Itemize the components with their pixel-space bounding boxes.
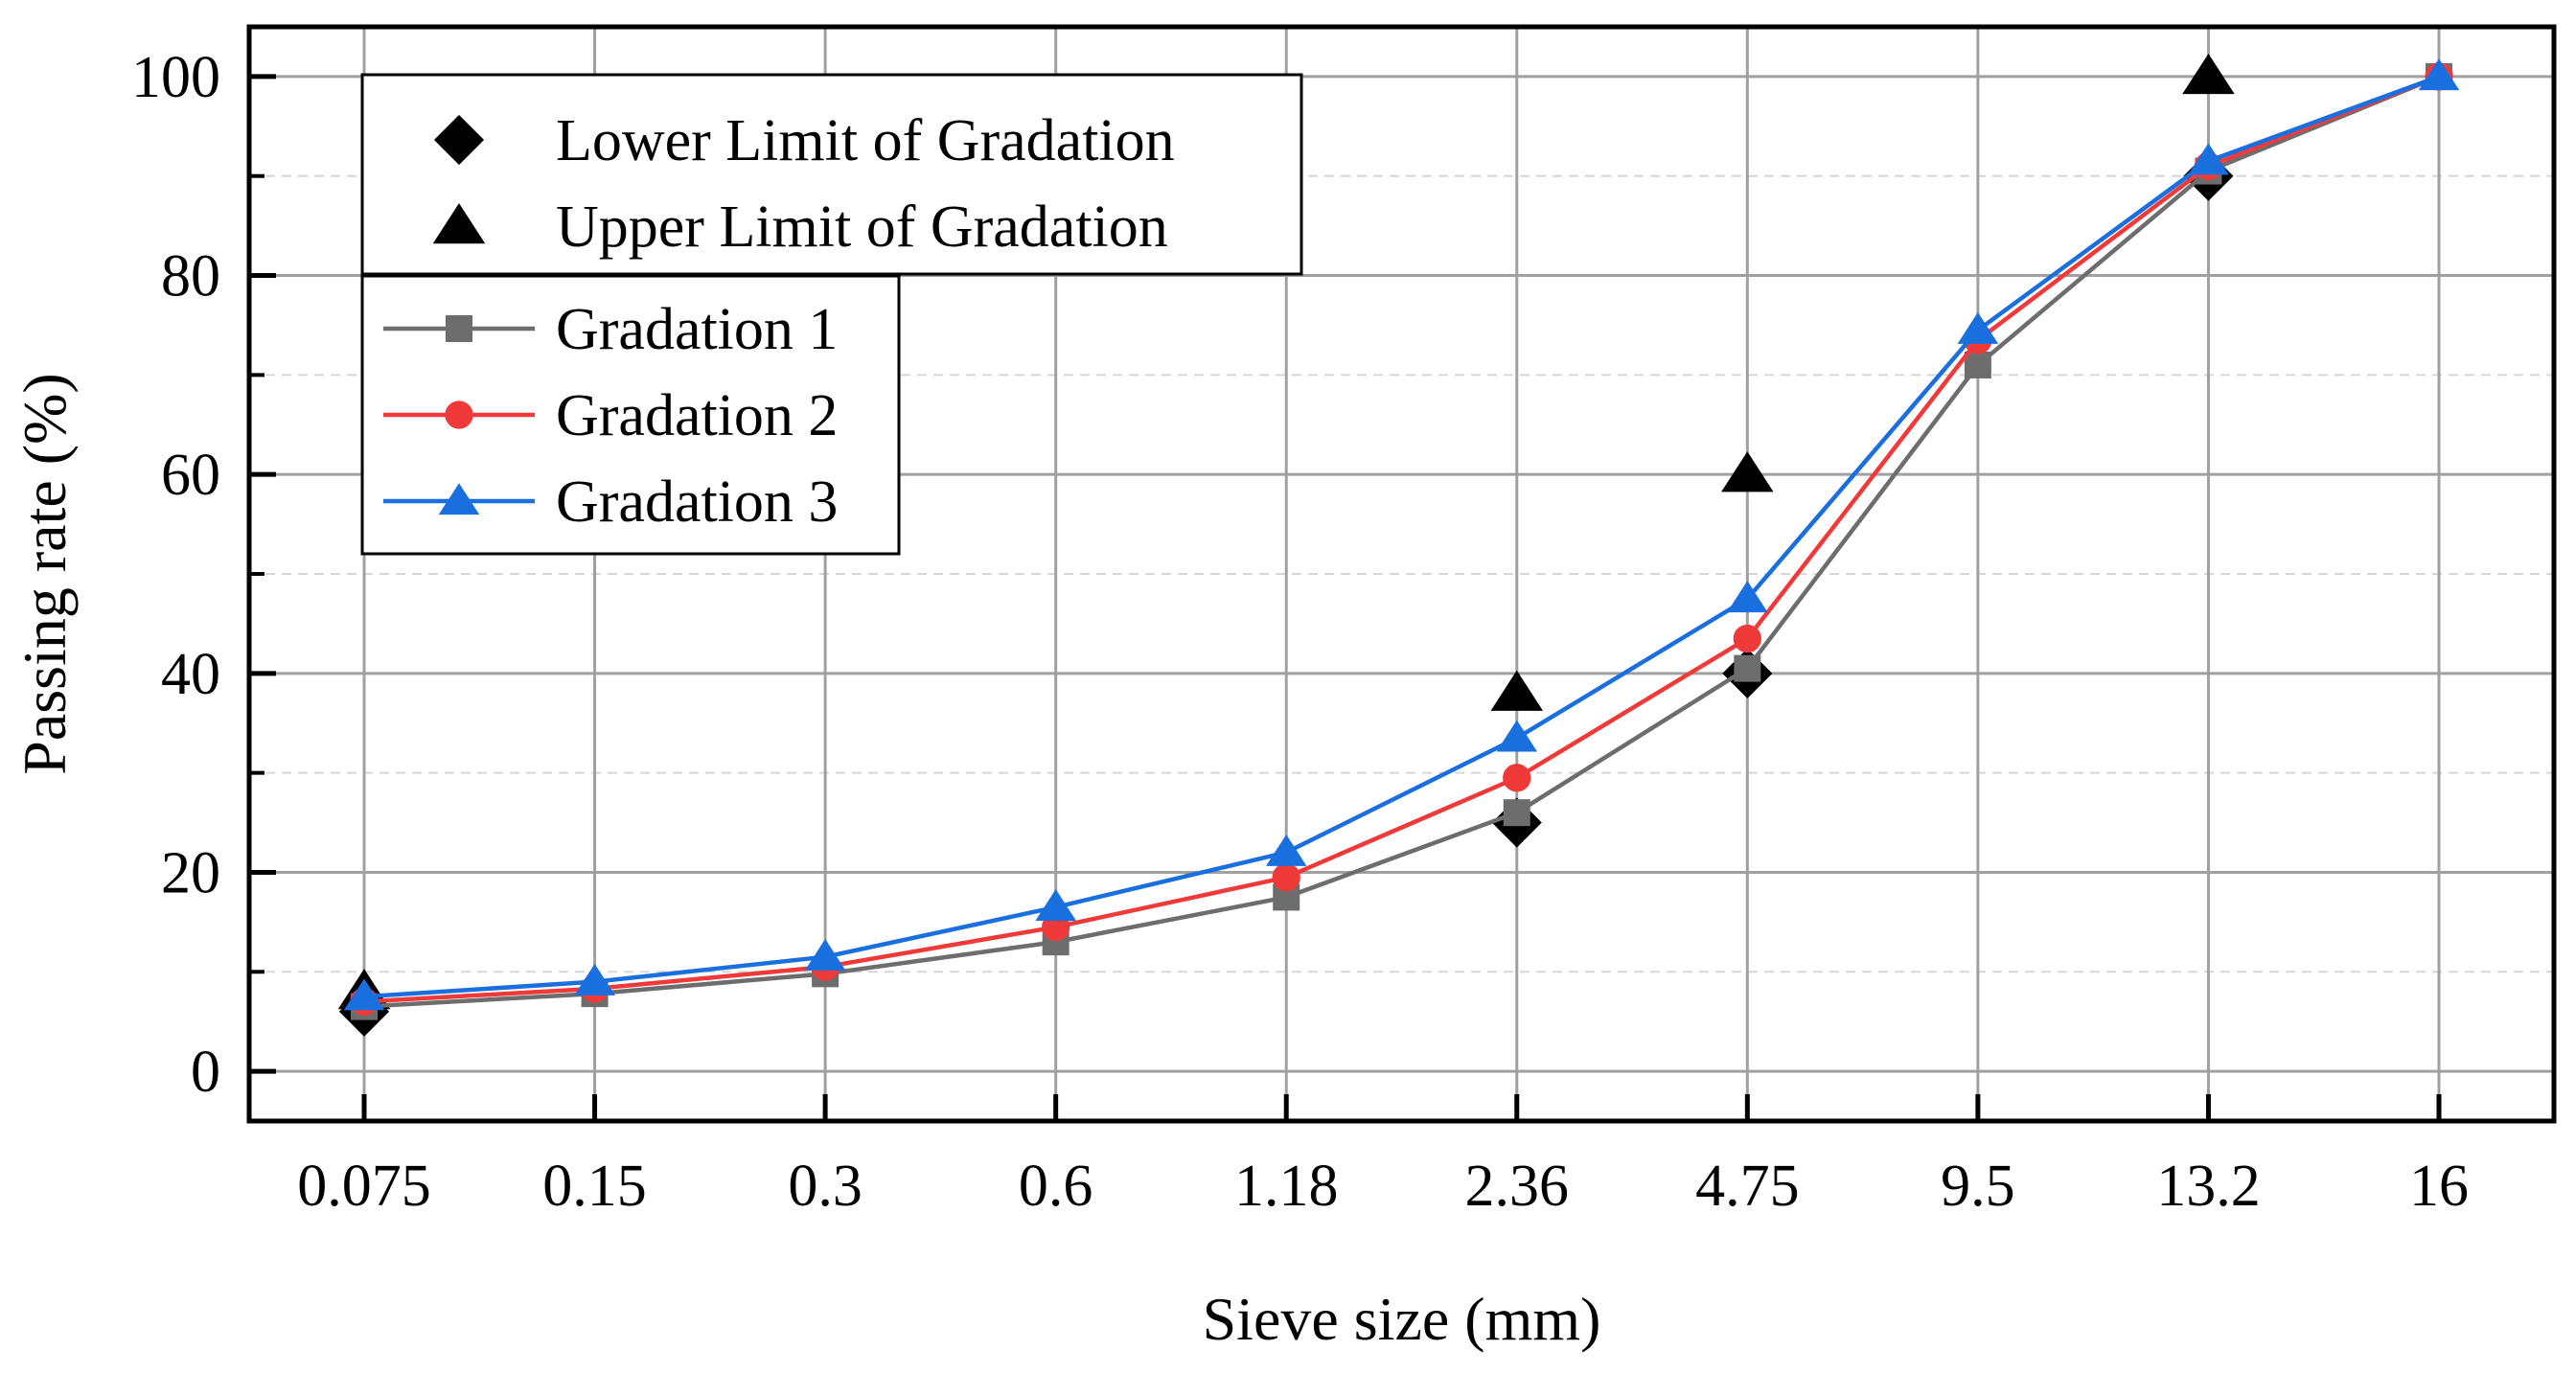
y-axis-title: Passing rate (%) bbox=[11, 373, 79, 774]
series-layer bbox=[337, 53, 2460, 1037]
data-point bbox=[1957, 311, 1999, 344]
axes: 0 20 40 60 80 100 0.075 0.15 0.3 0.6 1.18 2.36 4.75 9… bbox=[131, 45, 2469, 1219]
data-point bbox=[1035, 889, 1076, 921]
legend-label: Gradation 2 bbox=[556, 383, 838, 448]
series-line bbox=[363, 74, 2440, 999]
y-tick-label: 40 bbox=[161, 642, 220, 707]
x-tick-label: 4.75 bbox=[1695, 1154, 1800, 1219]
x-tick-label: 0.15 bbox=[542, 1154, 647, 1219]
data-point bbox=[2188, 143, 2229, 175]
x-tick-label: 13.2 bbox=[2156, 1154, 2261, 1219]
y-tick-label: 100 bbox=[131, 45, 220, 110]
x-tick-label: 1.18 bbox=[1234, 1154, 1339, 1219]
series-5 bbox=[343, 58, 2460, 1011]
data-point bbox=[1496, 720, 1538, 752]
y-tick-label: 80 bbox=[161, 244, 220, 309]
data-point bbox=[1964, 351, 1991, 378]
x-tick-label: 2.36 bbox=[1465, 1154, 1570, 1219]
legend-marker bbox=[433, 114, 485, 166]
x-tick-label: 0.6 bbox=[1019, 1154, 1093, 1219]
data-point bbox=[1503, 764, 1531, 792]
data-point bbox=[1721, 451, 1774, 492]
data-point bbox=[2182, 53, 2235, 95]
legend-label: Upper Limit of Gradation bbox=[556, 195, 1168, 260]
data-point bbox=[1503, 799, 1530, 827]
data-point bbox=[343, 978, 385, 1011]
data-point bbox=[1734, 654, 1761, 682]
x-tick-label: 9.5 bbox=[1941, 1154, 2015, 1219]
legend-marker bbox=[445, 400, 473, 429]
data-point bbox=[1727, 581, 1768, 613]
series-line bbox=[363, 74, 2440, 1009]
legend-label: Gradation 1 bbox=[556, 297, 838, 362]
y-tick-label: 0 bbox=[191, 1040, 220, 1105]
y-tick-label: 20 bbox=[161, 840, 220, 905]
x-tick-label: 0.075 bbox=[297, 1154, 431, 1219]
x-tick-label: 16 bbox=[2409, 1154, 2469, 1219]
x-axis-title: Sieve size (mm) bbox=[1203, 1285, 1601, 1353]
series-line bbox=[363, 74, 2440, 1004]
data-point bbox=[1490, 670, 1544, 711]
data-point bbox=[574, 963, 615, 995]
data-point bbox=[1733, 624, 1761, 653]
legend-box bbox=[360, 73, 1303, 276]
data-point bbox=[804, 938, 846, 971]
data-point bbox=[1265, 834, 1307, 866]
x-tick-label: 0.3 bbox=[788, 1154, 862, 1219]
legend-marker bbox=[432, 203, 486, 244]
legend: Lower Limit of Gradation Upper Limit of G… bbox=[360, 73, 1303, 556]
legend-label: Lower Limit of Gradation bbox=[556, 108, 1175, 173]
data-point bbox=[1272, 862, 1300, 892]
data-point bbox=[2418, 58, 2460, 91]
legend-marker bbox=[438, 483, 480, 515]
legend-marker bbox=[446, 315, 472, 342]
legend-label: Gradation 3 bbox=[556, 469, 838, 535]
y-tick-label: 60 bbox=[161, 443, 220, 508]
